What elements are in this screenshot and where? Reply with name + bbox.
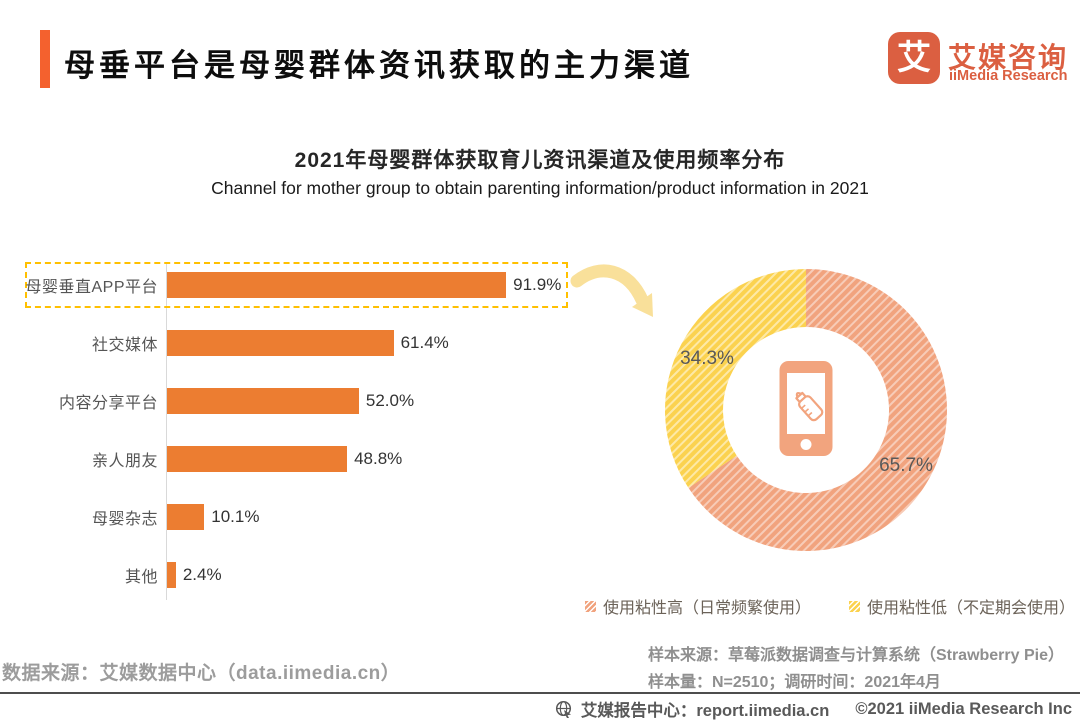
legend-item-high: 使用粘性高（日常频繁使用） [584,594,811,618]
highlight-dashed-box [25,262,568,308]
bar-row: 其他 2.4% [25,562,585,588]
bar-rows: 母婴垂直APP平台 91.9% 社交媒体 61.4% 内容分享平台 52.0% 亲人朋友 48… [25,272,585,620]
bar-category-label: 母婴杂志 [91,511,158,528]
donut-chart: 34.3% 65.7% [570,264,947,551]
bar-row: 母婴垂直APP平台 91.9% [25,272,585,298]
bar-value-label: 10.1% [211,507,260,526]
chart-title: 2021年母婴群体获取育儿资讯渠道及使用频率分布 [294,149,786,172]
page-title: 母垂平台是母婴群体资讯获取的主力渠道 [64,48,694,83]
sample-source-line: 样本来源：草莓派数据调查与计算系统（Strawberry Pie） [647,647,1064,664]
bar-row: 亲人朋友 48.8% [25,446,585,472]
legend-swatch-high-icon [584,600,596,612]
chart-subtitle: Channel for mother group to obtain paren… [211,178,869,198]
bar [167,272,507,298]
bar-row: 母婴杂志 10.1% [25,504,585,530]
legend-label-low: 使用粘性低（不定期会使用） [867,600,1076,617]
bar-category-label: 内容分享平台 [58,395,158,412]
legend-item-low: 使用粘性低（不定期会使用） [849,594,1075,618]
title-accent-bar [40,30,50,88]
bar-row: 社交媒体 61.4% [25,330,585,356]
sample-meta-line: 样本量：N=2510；调研时间：2021年4月 [647,674,941,691]
bar [167,504,205,530]
bar-category-label: 社交媒体 [91,337,158,354]
bar-value-label: 2.4% [182,565,222,584]
bar [167,330,394,356]
bar [167,388,359,414]
bar-category-label: 母婴垂直APP平台 [25,279,158,296]
brand-name-en: iiMedia Research [949,68,1068,84]
brand-name-cn: 艾媒咨询 [948,42,1069,73]
sample-info-note: 样本来源：草莓派数据调查与计算系统（Strawberry Pie） 样本量：N=… [648,642,1064,696]
iimedia-logo-icon: 艾 [888,32,940,84]
globe-cursor-icon [555,700,571,718]
report-center-text: 艾媒报告中心：report.iimedia.cn [580,702,830,720]
bar-value-label: 52.0% [365,391,415,410]
legend-swatch-low-icon [849,600,860,612]
logo-glyph: 艾 [897,39,931,77]
bar-chart: 母婴垂直APP平台 91.9% 社交媒体 61.4% 内容分享平台 52.0% 亲人朋友 48… [25,262,585,607]
bar [167,562,176,588]
donut-value-high: 65.7% [879,455,933,476]
donut-slice-high-stickiness [688,269,947,551]
copyright-text: ©2021 iiMedia Research Inc [855,699,1072,718]
donut-slice-low-stickiness [664,269,806,488]
bar-value-label: 48.8% [354,449,403,468]
bar-category-label: 亲人朋友 [91,453,158,470]
bar-row: 内容分享平台 52.0% [25,388,585,414]
bar-category-label: 其他 [124,569,158,586]
footer: 艾媒报告中心：report.iimedia.cn ©2021 iiMedia R… [555,697,1072,720]
legend-label-high: 使用粘性高（日常频繁使用） [602,600,811,617]
smartphone-baby-bottle-icon [779,361,833,456]
footer-divider [0,692,1080,694]
bar-chart-axis [166,262,167,600]
bar [167,446,348,472]
data-source-note: 数据来源：艾媒数据中心（data.iimedia.cn） [2,663,401,684]
bar-value-label: 61.4% [400,333,449,352]
bar-value-label: 91.9% [513,275,562,294]
donut-legend: 使用粘性高（日常频繁使用） 使用粘性低（不定期会使用） [580,594,1080,618]
arrow-icon [570,264,653,317]
donut-value-low: 34.3% [680,348,734,369]
